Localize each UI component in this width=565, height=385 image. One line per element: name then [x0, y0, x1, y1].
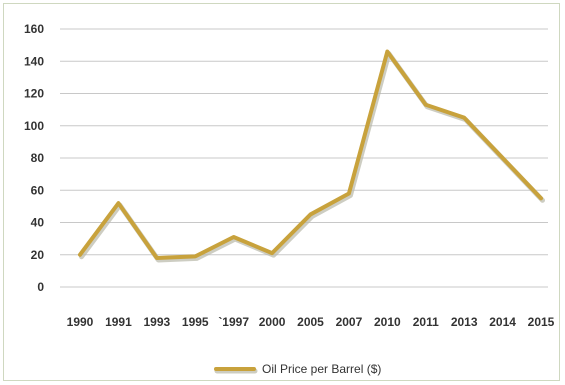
x-axis-tick-labels: 1990 1991 1993 1995 `1997 2000 2005 2007 2010 201… — [67, 315, 555, 329]
x-tick-label-7: 2007 — [336, 315, 363, 329]
x-tick-label-4: `1997 — [218, 315, 249, 329]
x-tick-label-9: 2011 — [413, 315, 439, 329]
y-tick-label-160: 160 — [24, 22, 44, 36]
series-0-point-9 — [424, 103, 428, 107]
y-tick-label-60: 60 — [31, 183, 45, 197]
x-tick-label-3: 1995 — [182, 315, 209, 329]
y-tick-label-120: 120 — [24, 87, 44, 101]
y-tick-label-0: 0 — [37, 280, 44, 294]
series-0-point-5 — [270, 251, 274, 255]
x-tick-label-11: 2014 — [489, 315, 516, 329]
y-tick-label-100: 100 — [24, 119, 44, 133]
series-0-point-1 — [116, 201, 120, 205]
series-0-point-7 — [347, 191, 351, 195]
series-0-point-12 — [539, 196, 543, 200]
y-tick-label-140: 140 — [24, 54, 44, 68]
x-tick-label-8: 2010 — [374, 315, 401, 329]
x-tick-label-10: 2013 — [451, 315, 478, 329]
series-0-point-10 — [462, 116, 466, 120]
x-tick-label-6: 2005 — [297, 315, 324, 329]
x-tick-label-12: 2015 — [528, 315, 555, 329]
legend: Oil Price per Barrel ($) — [214, 362, 381, 376]
series-0-point-11 — [501, 156, 505, 160]
x-tick-label-0: 1990 — [67, 315, 94, 329]
series-0-point-8 — [385, 50, 389, 54]
series-0-point-2 — [155, 256, 159, 260]
series-0-line — [78, 49, 543, 260]
y-tick-label-80: 80 — [31, 151, 45, 165]
x-tick-label-1: 1991 — [105, 315, 132, 329]
series-lines — [78, 49, 545, 263]
series-0-point-0 — [78, 253, 82, 257]
y-tick-label-20: 20 — [31, 248, 45, 262]
series-0-shadow — [79, 51, 545, 263]
x-tick-label-5: 2000 — [259, 315, 286, 329]
series-0-point-3 — [193, 254, 197, 258]
series-0-point-6 — [309, 212, 312, 216]
chart-frame — [3, 3, 560, 381]
y-axis-tick-labels: 0 20 40 60 80 100 120 140 160 — [24, 22, 44, 294]
y-tick-label-40: 40 — [31, 216, 45, 230]
gridlines — [60, 28, 548, 288]
x-tick-label-2: 1993 — [143, 315, 170, 329]
legend-label: Oil Price per Barrel ($) — [262, 362, 381, 376]
series-0-point-4 — [232, 235, 236, 239]
